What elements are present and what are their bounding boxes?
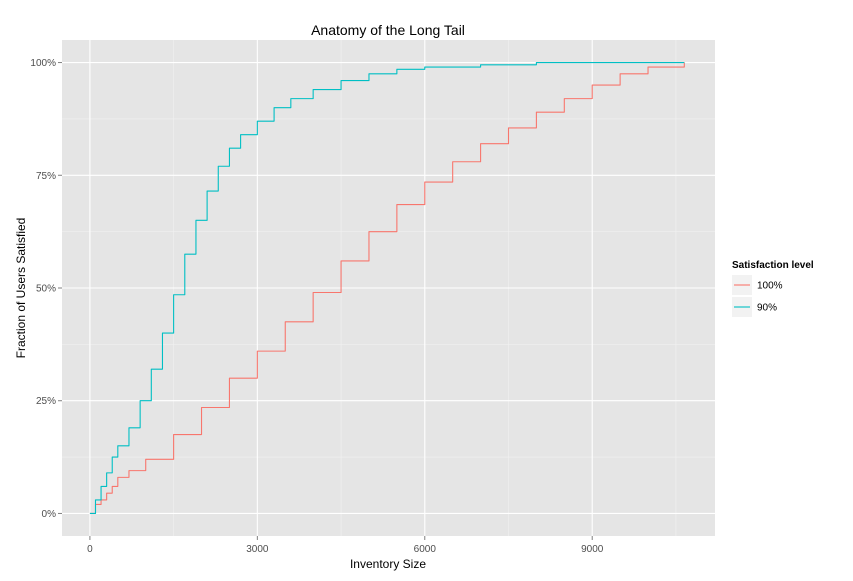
legend-label: 90%	[757, 303, 777, 314]
y-tick-label: 25%	[36, 396, 56, 407]
y-tick-label: 100%	[30, 58, 56, 69]
x-axis-title: Inventory Size	[350, 557, 426, 571]
y-axis: 0% 25% 50% 75% 100%	[30, 58, 62, 520]
series-line-100pct	[89, 62, 685, 514]
y-axis-title: Fraction of Users Satisfied	[14, 218, 28, 359]
x-tick-label: 3000	[246, 544, 269, 555]
series-line-90pct	[89, 62, 685, 514]
grid-major	[62, 40, 715, 536]
legend: Satisfaction level 100% 90%	[732, 260, 814, 317]
y-tick-label: 50%	[36, 284, 56, 295]
series-lines	[89, 62, 685, 514]
x-tick-label: 0	[87, 544, 93, 555]
y-tick-label: 0%	[42, 509, 57, 520]
chart-title: Anatomy of the Long Tail	[311, 22, 465, 38]
x-axis: 0 3000 6000 9000	[87, 536, 604, 555]
x-tick-label: 6000	[414, 544, 437, 555]
x-tick-label: 9000	[581, 544, 604, 555]
legend-label: 100%	[757, 281, 783, 292]
y-tick-label: 75%	[36, 171, 56, 182]
legend-title: Satisfaction level	[732, 260, 814, 271]
